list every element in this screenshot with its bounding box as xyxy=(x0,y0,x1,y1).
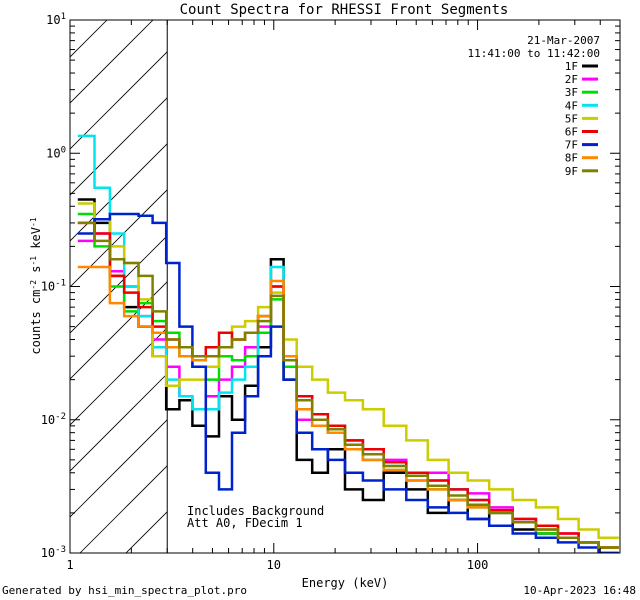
hatch-line xyxy=(70,20,154,104)
date-label: 21-Mar-2007 xyxy=(527,34,600,47)
x-axis-label: Energy (keV) xyxy=(302,576,389,590)
hatch-line xyxy=(530,3,640,563)
footer-generated-by: Generated by hsi_min_spectra_plot.pro xyxy=(2,584,247,597)
time-range-label: 11:41:00 to 11:42:00 xyxy=(468,47,600,60)
hatched-region xyxy=(0,3,640,563)
x-tick-label: 10 xyxy=(267,558,281,572)
legend-label-1F: 1F xyxy=(565,60,578,73)
hatch-line xyxy=(70,419,168,518)
legend-label-8F: 8F xyxy=(565,152,578,165)
hatch-line xyxy=(70,51,168,150)
series-line-1F xyxy=(77,198,619,553)
series-line-7F xyxy=(77,212,619,553)
hatch-line xyxy=(125,511,168,553)
x-tick-label: 1 xyxy=(66,558,73,572)
y-tick-label: 101 xyxy=(46,12,66,27)
chart-title: Count Spectra for RHESSI Front Segments xyxy=(180,2,509,18)
hatch-line xyxy=(576,3,640,563)
annotation-background: Includes Background xyxy=(187,504,324,518)
hatch-line xyxy=(70,281,168,380)
hatch-line xyxy=(70,235,168,334)
series-line-6F xyxy=(77,221,619,549)
series-line-9F xyxy=(77,221,619,549)
footer-timestamp: 10-Apr-2023 16:48 xyxy=(523,584,636,597)
legend-label-6F: 6F xyxy=(565,126,578,139)
hatch-line xyxy=(0,3,78,563)
x-tick-label: 100 xyxy=(467,558,489,572)
y-axis-label: counts cm-2 s-1 keV-1 xyxy=(29,217,43,354)
hatch-line xyxy=(70,189,168,288)
legend-label-2F: 2F xyxy=(565,73,578,86)
legend-label-5F: 5F xyxy=(565,112,578,125)
y-tick-label: 10-1 xyxy=(41,279,66,294)
series-line-5F xyxy=(77,202,619,540)
legend-label-9F: 9F xyxy=(565,165,578,178)
hatch-line xyxy=(622,3,640,563)
hatch-line xyxy=(300,3,640,563)
legend-label-4F: 4F xyxy=(565,99,578,112)
hatch-line xyxy=(484,3,640,563)
series-line-2F xyxy=(77,232,619,549)
annotation-attenuator: Att A0, FDecim 1 xyxy=(187,516,303,530)
hatch-line xyxy=(254,3,640,563)
hatch-line xyxy=(70,97,168,196)
hatch-line xyxy=(346,3,640,563)
y-tick-label: 10-3 xyxy=(41,545,66,560)
y-tick-label: 100 xyxy=(46,145,66,160)
hatch-line xyxy=(79,465,168,553)
series-line-3F xyxy=(77,212,619,549)
y-tick-label: 10-2 xyxy=(41,412,66,427)
hatch-line xyxy=(70,373,168,472)
legend-label-7F: 7F xyxy=(565,139,578,152)
legend-label-3F: 3F xyxy=(565,86,578,99)
hatch-line xyxy=(392,3,640,563)
series-line-8F xyxy=(77,265,619,549)
